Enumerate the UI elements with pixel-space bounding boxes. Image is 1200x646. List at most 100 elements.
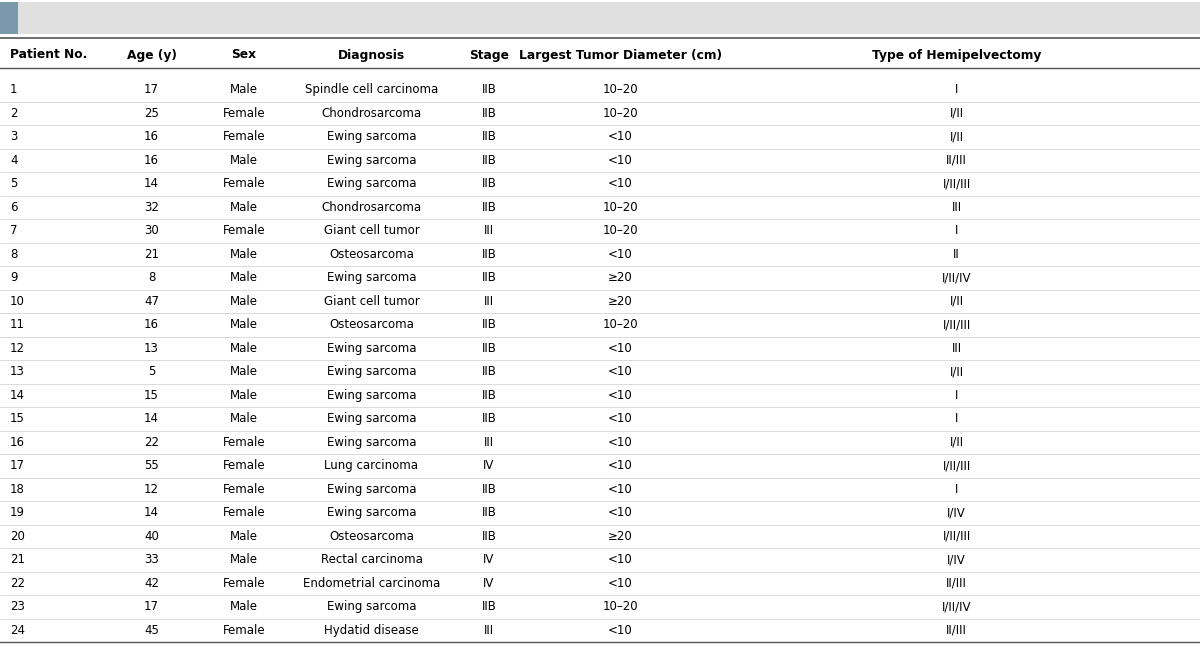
Text: 23: 23 [10,600,25,613]
Text: Ewing sarcoma: Ewing sarcoma [326,389,416,402]
Text: Diagnosis: Diagnosis [338,48,406,61]
Text: IIB: IIB [481,154,497,167]
Text: I/II/IV: I/II/IV [942,600,971,613]
Text: Male: Male [230,318,258,331]
Text: 17: 17 [10,459,25,472]
Text: IIB: IIB [481,530,497,543]
Text: III: III [484,436,494,449]
Text: 10–20: 10–20 [602,201,638,214]
Text: Male: Male [230,154,258,167]
Text: 3: 3 [10,130,17,143]
Text: <10: <10 [608,624,632,637]
Text: ≥20: ≥20 [608,530,632,543]
Text: 18: 18 [10,483,25,495]
Text: Female: Female [223,177,265,191]
Text: Female: Female [223,107,265,120]
Text: Ewing sarcoma: Ewing sarcoma [326,365,416,379]
Text: 30: 30 [144,224,158,237]
Text: 1: 1 [10,83,18,96]
Text: Male: Male [230,201,258,214]
Text: Age (y): Age (y) [126,48,176,61]
Text: Male: Male [230,295,258,307]
Text: 45: 45 [144,624,158,637]
Text: 22: 22 [144,436,158,449]
Text: Type of Hemipelvectomy: Type of Hemipelvectomy [872,48,1042,61]
Text: Largest Tumor Diameter (cm): Largest Tumor Diameter (cm) [520,48,722,61]
Text: 10–20: 10–20 [602,600,638,613]
Text: 13: 13 [144,342,158,355]
Text: Sex: Sex [232,48,257,61]
Text: Rectal carcinoma: Rectal carcinoma [320,553,422,567]
Text: I: I [955,83,958,96]
Text: 17: 17 [144,600,158,613]
Text: Osteosarcoma: Osteosarcoma [329,318,414,331]
Text: IIB: IIB [481,412,497,425]
Text: I/II: I/II [949,436,964,449]
Bar [0,2,18,34]
Text: IV: IV [484,459,494,472]
Text: Hydatid disease: Hydatid disease [324,624,419,637]
Bar [0,2,1200,34]
Text: 55: 55 [144,459,158,472]
Text: 6: 6 [10,201,18,214]
Text: Stage: Stage [469,48,509,61]
Text: IV: IV [484,553,494,567]
Text: IIB: IIB [481,177,497,191]
Text: Male: Male [230,271,258,284]
Text: Ewing sarcoma: Ewing sarcoma [326,600,416,613]
Text: III: III [952,342,961,355]
Text: IIB: IIB [481,271,497,284]
Text: 14: 14 [144,177,158,191]
Text: <10: <10 [608,130,632,143]
Text: 47: 47 [144,295,158,307]
Text: 33: 33 [144,553,158,567]
Text: IIB: IIB [481,365,497,379]
Text: 15: 15 [10,412,25,425]
Text: Ewing sarcoma: Ewing sarcoma [326,436,416,449]
Text: 16: 16 [144,154,158,167]
Text: Female: Female [223,224,265,237]
Text: <10: <10 [608,436,632,449]
Text: 42: 42 [144,577,158,590]
Text: Spindle cell carcinoma: Spindle cell carcinoma [305,83,438,96]
Text: Female: Female [223,506,265,519]
Text: IIB: IIB [481,483,497,495]
Text: IIB: IIB [481,248,497,261]
Text: 25: 25 [144,107,158,120]
Text: IIB: IIB [481,83,497,96]
Text: I: I [955,483,958,495]
Text: I/II: I/II [949,295,964,307]
Text: I/II: I/II [949,107,964,120]
Text: Osteosarcoma: Osteosarcoma [329,248,414,261]
Text: III: III [484,295,494,307]
Text: I/IV: I/IV [947,506,966,519]
Text: Osteosarcoma: Osteosarcoma [329,530,414,543]
Text: I/II/III: I/II/III [942,318,971,331]
Text: IIB: IIB [481,600,497,613]
Text: <10: <10 [608,459,632,472]
Text: 16: 16 [10,436,25,449]
Text: Female: Female [223,459,265,472]
Text: Male: Male [230,600,258,613]
Text: I/II/III: I/II/III [942,459,971,472]
Text: I/II: I/II [949,130,964,143]
Text: 15: 15 [144,389,158,402]
Text: Ewing sarcoma: Ewing sarcoma [326,130,416,143]
Text: Ewing sarcoma: Ewing sarcoma [326,483,416,495]
Text: Ewing sarcoma: Ewing sarcoma [326,342,416,355]
Text: I/II/III: I/II/III [942,530,971,543]
Text: <10: <10 [608,483,632,495]
Text: Female: Female [223,577,265,590]
Text: 9: 9 [10,271,18,284]
Text: <10: <10 [608,154,632,167]
Text: 14: 14 [144,412,158,425]
Text: Endometrial carcinoma: Endometrial carcinoma [302,577,440,590]
Text: Lung carcinoma: Lung carcinoma [324,459,419,472]
Text: 10–20: 10–20 [602,83,638,96]
Text: 2: 2 [10,107,18,120]
Text: I: I [955,224,958,237]
Text: Male: Male [230,530,258,543]
Text: 20: 20 [10,530,25,543]
Text: 32: 32 [144,201,158,214]
Text: Chondrosarcoma: Chondrosarcoma [322,201,421,214]
